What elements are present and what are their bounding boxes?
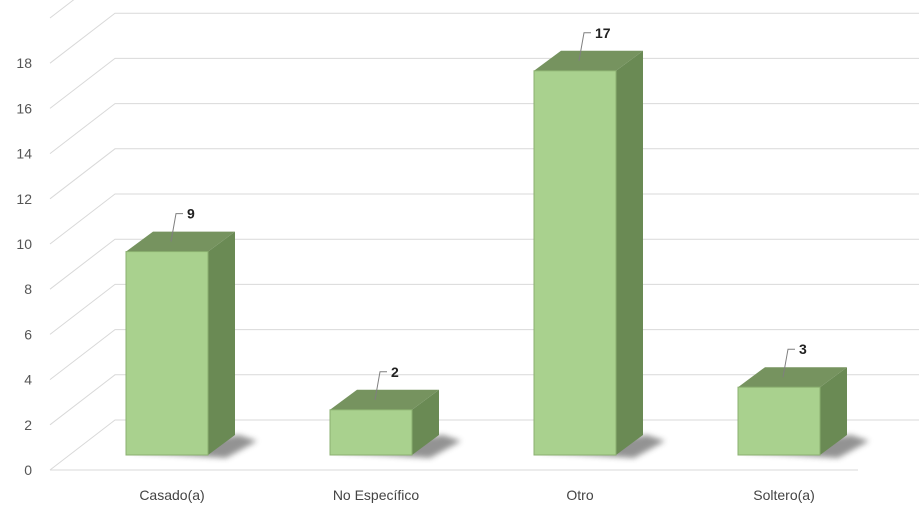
bar-front-face bbox=[329, 409, 413, 456]
y-tick-label: 2 bbox=[24, 417, 32, 433]
y-axis-ticks: 0 2 4 6 8 10 12 14 16 18 bbox=[16, 55, 32, 478]
gridline bbox=[49, 419, 919, 471]
y-tick-label: 0 bbox=[24, 462, 32, 478]
gridline bbox=[49, 329, 919, 380]
x-axis-categories: Casado(a) No Específico Otro Soltero(a) bbox=[139, 487, 814, 503]
y-tick-label: 18 bbox=[16, 55, 32, 71]
bar-no-espec-fico bbox=[329, 389, 439, 456]
bar-front-face bbox=[125, 251, 209, 456]
gridline bbox=[49, 0, 75, 19]
gridline bbox=[49, 57, 919, 109]
gridline bbox=[49, 374, 919, 426]
data-label: 9 bbox=[187, 206, 195, 222]
x-category-label: Otro bbox=[566, 487, 593, 503]
bar-side-face bbox=[616, 50, 643, 456]
gridline bbox=[49, 193, 919, 245]
bar-top-face bbox=[126, 231, 235, 252]
y-tick-label: 12 bbox=[16, 191, 32, 207]
data-label-leader bbox=[374, 371, 387, 400]
gridlines bbox=[49, 0, 919, 471]
gridline bbox=[49, 283, 919, 335]
bar-front-face bbox=[533, 70, 617, 456]
bar-otro bbox=[533, 50, 643, 456]
y-tick-label: 8 bbox=[24, 281, 32, 297]
bars bbox=[125, 50, 847, 456]
x-category-label: Casado(a) bbox=[139, 487, 204, 503]
y-tick-label: 16 bbox=[16, 100, 32, 116]
bar-casado-a bbox=[125, 231, 235, 456]
bar-top-face bbox=[534, 50, 643, 71]
gridline bbox=[49, 238, 919, 290]
gridline bbox=[49, 103, 919, 154]
data-label: 17 bbox=[595, 25, 611, 41]
bar-side-face bbox=[820, 367, 847, 455]
bar-side-face bbox=[208, 231, 235, 455]
y-tick-label: 14 bbox=[16, 146, 32, 162]
gridline bbox=[49, 12, 919, 64]
bar-top-face bbox=[738, 367, 847, 388]
x-category-label: Soltero(a) bbox=[753, 487, 814, 503]
data-label: 3 bbox=[799, 341, 807, 357]
bar-side-face bbox=[412, 389, 439, 455]
bar-top-face bbox=[330, 389, 439, 410]
x-category-label: No Específico bbox=[333, 487, 420, 503]
bar-soltero-a bbox=[737, 367, 847, 456]
y-tick-label: 6 bbox=[24, 326, 32, 342]
y-tick-label: 10 bbox=[16, 236, 32, 252]
data-labels: 9 2 17 3 bbox=[170, 25, 807, 400]
data-label-leader bbox=[170, 213, 183, 242]
gridline bbox=[49, 148, 919, 200]
data-label-leader bbox=[578, 32, 591, 61]
data-label-leader bbox=[782, 348, 795, 378]
y-tick-label: 4 bbox=[24, 372, 32, 388]
data-label: 2 bbox=[391, 364, 399, 380]
bar-front-face bbox=[737, 386, 821, 456]
